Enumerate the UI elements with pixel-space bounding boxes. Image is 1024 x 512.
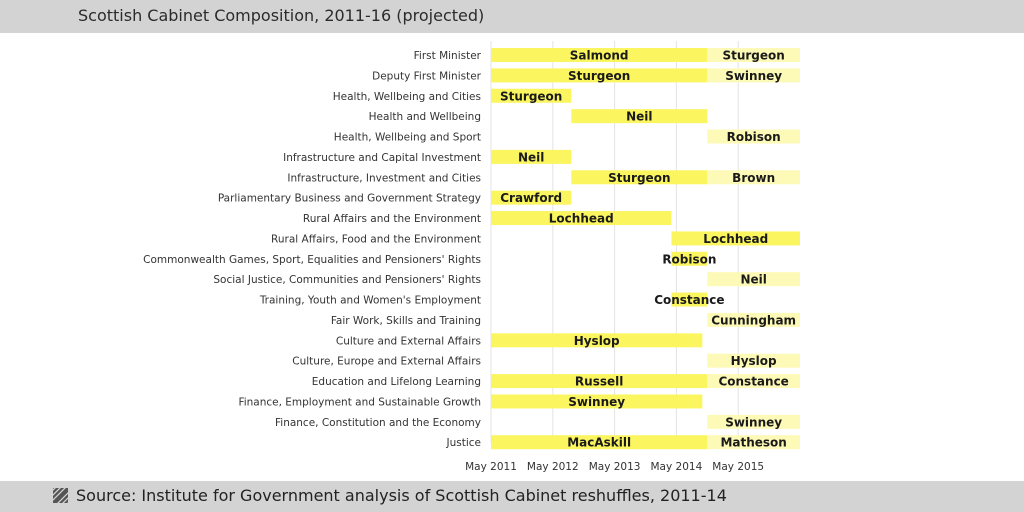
row-label: Justice [446,437,482,449]
bar-segment [491,149,572,164]
row-label: Finance, Constitution and the Economy [275,417,481,429]
bar-segment [491,88,572,103]
bar-segment [491,190,572,205]
bar-segment [707,374,800,389]
bar-segment [491,48,708,62]
bar-segment [707,414,800,429]
bar-label: Swinney [568,395,625,409]
source-bar: Source: Institute for Government analysi… [0,481,1024,512]
bar-label: Constance [654,293,724,307]
bar-segment [491,374,708,389]
bar-segment [707,435,800,450]
row-label: Health and Wellbeing [369,111,481,123]
bar-label: Salmond [570,49,629,63]
row-label: Education and Lifelong Learning [312,376,481,388]
row-label: Culture and External Affairs [336,335,481,347]
bar-label: Hyslop [574,334,620,348]
row-label: Health, Wellbeing and Cities [333,91,481,103]
bar-label: Sturgeon [500,89,562,103]
x-tick-label: May 2014 [651,461,703,473]
row-label: Infrastructure and Capital Investment [283,152,481,164]
bar-label: Brown [732,171,775,185]
bar-segment [491,68,708,83]
bar-segment [571,109,708,124]
bar-segment [491,211,672,226]
row-label: Finance, Employment and Sustainable Grow… [238,396,481,408]
bar-label: Neil [740,273,766,287]
bar-segment [707,312,800,327]
row-label: Parliamentary Business and Government St… [218,193,481,205]
bar-label: Neil [518,150,544,164]
bar-label: Sturgeon [568,69,630,83]
row-label: Rural Affairs, Food and the Environment [271,233,481,245]
bar-segment [707,272,800,287]
bar-segment [571,170,708,185]
bar-label: Swinney [725,69,782,83]
row-label: First Minister [414,50,482,62]
bar-label: Sturgeon [722,49,784,63]
bar-label: Crawford [500,191,562,205]
row-label: Culture, Europe and External Affairs [292,356,481,368]
x-tick-label: May 2015 [712,461,764,473]
bar-segment [707,129,800,144]
bar-label: Robison [662,252,716,266]
row-label: Deputy First Minister [372,70,482,82]
bar-segment [707,48,800,62]
bar-segment [491,333,703,348]
bar-label: Swinney [725,415,782,429]
row-label: Health, Wellbeing and Sport [334,132,481,144]
bar-label: Robison [727,130,781,144]
bar-segment [671,292,708,307]
row-label: Social Justice, Communities and Pensione… [213,274,481,286]
row-label: Rural Affairs and the Environment [303,213,481,225]
row-label: Commonwealth Games, Sport, Equalities an… [143,254,481,266]
row-label-layer: First Minister Deputy First Minister Healt… [143,50,482,449]
hatched-square-icon [53,488,68,503]
x-tick-label: May 2013 [589,461,641,473]
timeline-chart: Salmond Sturgeon Sturgeon Swinney Sturgeon Ne… [143,41,800,473]
bar-label: Cunningham [711,313,796,327]
bar-layer: Salmond Sturgeon Sturgeon Swinney Sturgeon Ne… [491,48,800,450]
chart-title: Scottish Cabinet Composition, 2011-16 (p… [78,6,485,25]
bar-segment [707,170,800,185]
bar-segment [707,68,800,83]
x-tick-label: May 2011 [465,461,517,473]
bar-segment [707,353,800,368]
bar-label: Sturgeon [608,171,670,185]
row-label: Infrastructure, Investment and Cities [287,172,481,184]
bar-segment [671,251,708,266]
bar-label: Lochhead [549,212,614,226]
title-bar: Scottish Cabinet Composition, 2011-16 (p… [0,0,1024,33]
bar-label: Hyslop [731,354,777,368]
bar-label: Lochhead [703,232,768,246]
bar-segment [671,231,800,246]
bar-label: Neil [626,110,652,124]
bar-label: Matheson [720,436,786,450]
x-tick-label: May 2012 [527,461,579,473]
bar-label: Constance [718,375,788,389]
bar-segment [491,435,708,450]
row-label: Training, Youth and Women's Employment [259,295,481,307]
x-tick-layer: May 2011 May 2012 May 2013 May 2014 May 2015 [465,461,764,473]
bar-label: Russell [575,375,623,389]
bar-segment [491,394,703,409]
source-text: Source: Institute for Government analysi… [76,486,727,505]
row-label: Fair Work, Skills and Training [331,315,481,327]
bar-label: MacAskill [567,436,631,450]
